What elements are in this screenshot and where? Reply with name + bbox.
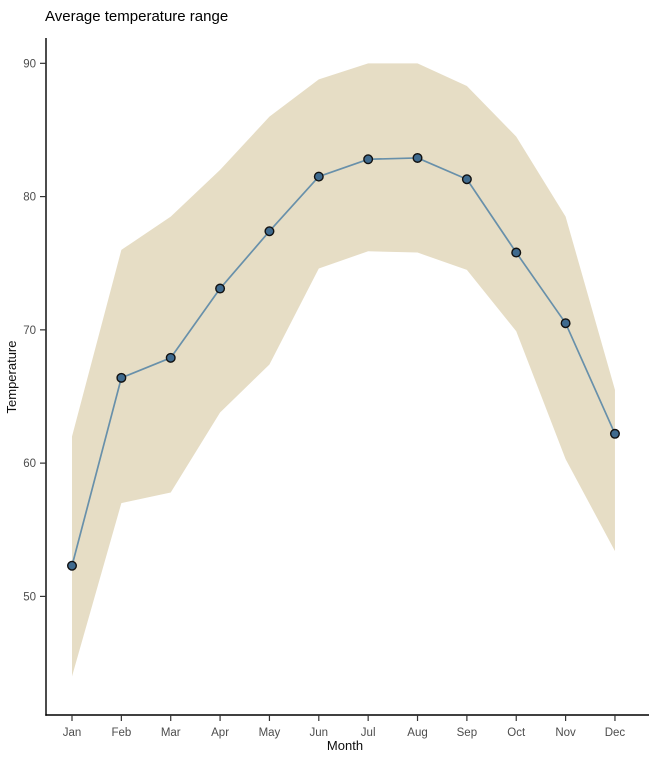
data-point-sep	[461, 174, 472, 185]
data-point-jun	[313, 171, 324, 182]
x-tick-label: Nov	[555, 727, 576, 739]
data-point-mar	[165, 352, 176, 363]
y-axis-title: Temperature	[4, 341, 19, 414]
point-layer	[66, 152, 620, 571]
data-point-may	[264, 226, 275, 237]
y-tick-label: 90	[23, 58, 36, 70]
data-point-jan	[66, 560, 77, 571]
x-tick-label: Apr	[211, 727, 229, 739]
x-tick-label: Mar	[161, 727, 181, 739]
data-point-jul	[363, 154, 374, 165]
data-point-nov	[560, 318, 571, 329]
x-tick-label: Jun	[310, 727, 329, 739]
temperature-range-ribbon	[72, 63, 615, 677]
x-tick-label: Feb	[111, 727, 131, 739]
line-layer	[71, 157, 616, 566]
average-temperature-line	[71, 157, 616, 566]
y-tick-label: 50	[23, 591, 36, 603]
chart-title: Average temperature range	[45, 8, 228, 25]
x-tick-label: Sep	[457, 727, 477, 739]
axis-layer: 50 60 70 80 90 Jan Feb Mar Apr May Jun Jul Aug Sep Oct…	[23, 38, 649, 739]
x-tick-label: Jul	[361, 727, 376, 739]
data-point-feb	[116, 372, 127, 383]
x-tick-label: Aug	[407, 727, 427, 739]
y-tick-label: 80	[23, 192, 36, 204]
x-tick-label: Dec	[605, 727, 626, 739]
data-point-aug	[412, 152, 423, 163]
y-tick-label: 70	[23, 325, 36, 337]
x-tick-label: Jan	[63, 727, 82, 739]
data-point-apr	[215, 283, 226, 294]
data-point-dec	[609, 428, 620, 439]
ribbon-layer	[72, 63, 615, 677]
data-point-oct	[511, 247, 522, 258]
y-tick-label: 60	[23, 458, 36, 470]
x-tick-label: Oct	[507, 727, 526, 739]
x-tick-label: May	[259, 727, 281, 739]
x-axis-title: Month	[327, 738, 363, 753]
